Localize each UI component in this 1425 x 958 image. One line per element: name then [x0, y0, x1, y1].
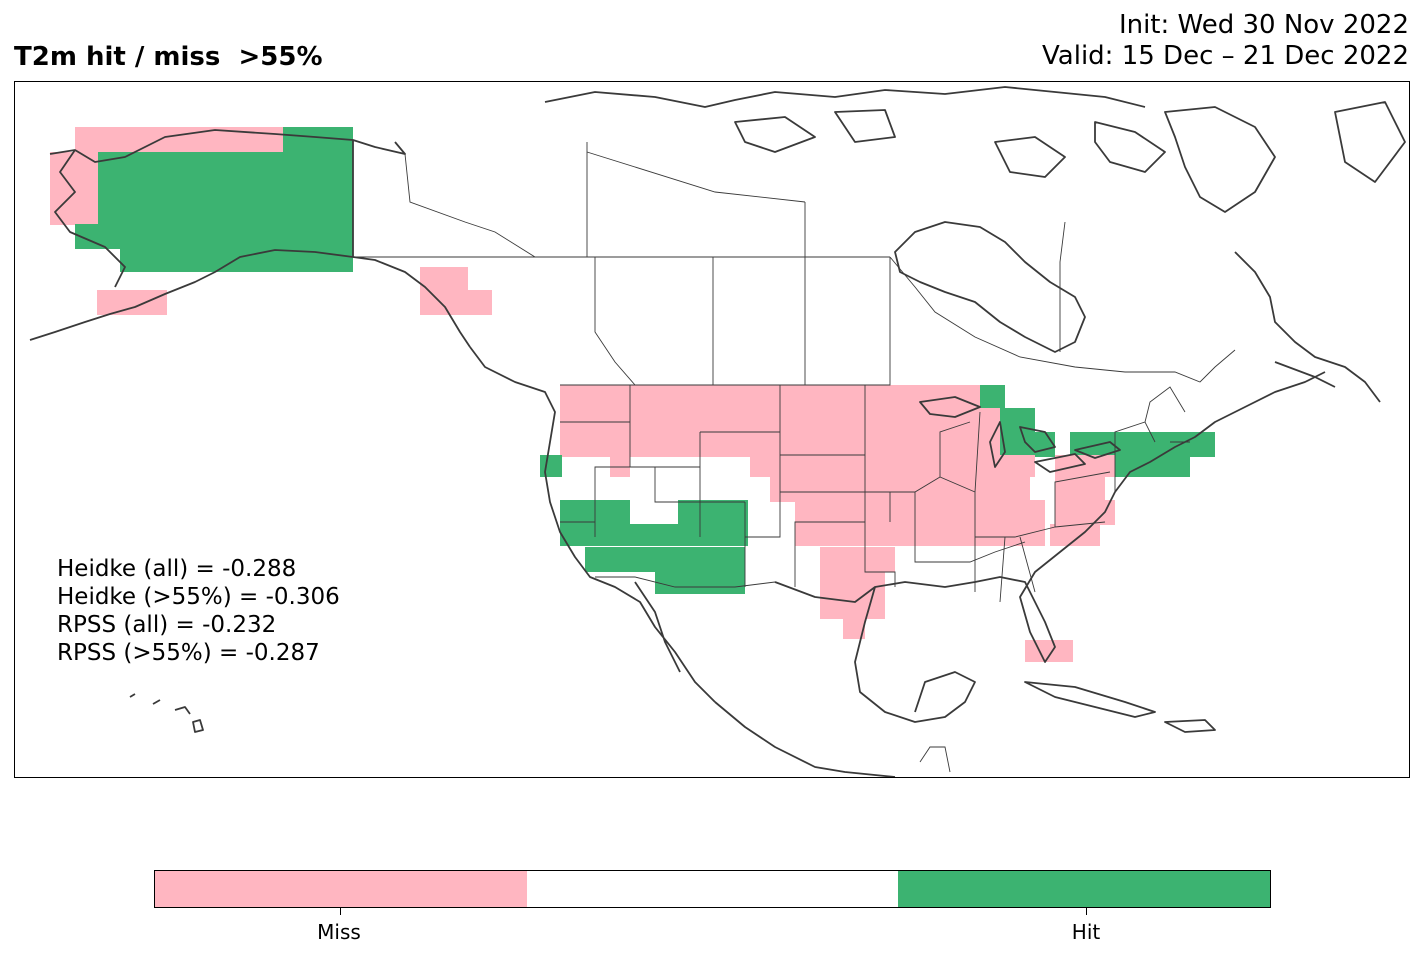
miss-cell — [750, 455, 905, 477]
hawaii-islands — [129, 693, 204, 733]
miss-cell — [1055, 500, 1115, 525]
miss-cell — [865, 432, 1000, 457]
score-rpss-all: RPSS (all) = -0.232 — [57, 612, 277, 638]
colorbar-label-hit: Hit — [1071, 920, 1101, 944]
cuba-island — [1024, 681, 1216, 733]
colorbar — [154, 870, 1271, 908]
miss-cell — [1005, 455, 1035, 477]
miss-cell — [970, 477, 1030, 502]
date-info: Init: Wed 30 Nov 2022 Valid: 15 Dec – 21… — [1042, 10, 1409, 72]
colorbar-hit-segment — [898, 871, 1271, 907]
labrador-coast — [1234, 251, 1381, 403]
east-coastline — [774, 371, 1326, 663]
miss-cell — [905, 455, 1005, 477]
map-panel — [14, 81, 1410, 778]
colorbar-miss-segment — [155, 871, 527, 907]
miss-cell — [820, 547, 895, 572]
hit-cell — [1070, 432, 1215, 457]
hit-cell — [98, 177, 353, 202]
miss-cell — [560, 385, 895, 410]
colorbar-tick-miss — [340, 908, 341, 915]
west-coastline — [469, 346, 716, 703]
hudson-bay — [894, 221, 1086, 353]
miss-cell — [50, 200, 98, 225]
miss-cell — [700, 432, 865, 457]
miss-cell — [420, 267, 468, 292]
score-heidke-55: Heidke (>55%) = -0.306 — [57, 584, 340, 610]
miss-cell — [895, 385, 980, 410]
map-title: T2m hit / miss >55% — [14, 42, 323, 72]
skill-scores: Heidke (all) = -0.288 Heidke (>55%) = -0… — [57, 555, 340, 667]
colorbar-tick-hit — [1086, 908, 1087, 915]
hit-cell — [540, 455, 562, 477]
state-lines — [560, 385, 1190, 603]
miss-cell — [75, 127, 283, 152]
miss-cell — [610, 455, 630, 477]
miss-cell — [97, 290, 167, 315]
score-rpss-55: RPSS (>55%) = -0.287 — [57, 640, 320, 666]
province-lines — [404, 142, 1066, 386]
map-canvas — [29, 86, 1406, 777]
colorbar-neutral-segment — [526, 871, 899, 907]
hit-cell — [655, 572, 745, 594]
borders — [353, 142, 1236, 773]
hit-cell — [585, 547, 660, 572]
miss-cell — [820, 594, 885, 619]
us-canada-border — [353, 256, 1236, 386]
miss-cell — [965, 500, 1045, 525]
miss-cell — [1055, 477, 1105, 502]
hit-cell — [678, 500, 748, 525]
miss-cell — [1055, 455, 1115, 477]
coastlines — [29, 86, 1406, 777]
miss-cell — [1025, 640, 1073, 662]
hit-cell — [98, 152, 353, 177]
miss-cell — [770, 477, 970, 502]
hit-cell — [1115, 455, 1190, 477]
hit-cell — [678, 524, 748, 546]
miss-cell — [820, 572, 885, 594]
valid-range: Valid: 15 Dec – 21 Dec 2022 — [1042, 41, 1409, 71]
hit-cell — [75, 224, 353, 249]
arctic-islands — [544, 86, 1406, 213]
miss-cell — [50, 152, 98, 177]
alaska-coastline — [29, 129, 471, 348]
hit-cell — [98, 200, 353, 225]
mexico-coastline — [714, 586, 976, 777]
miss-cell — [843, 617, 865, 639]
hit-cell — [560, 524, 690, 546]
colorbar-label-miss: Miss — [317, 920, 361, 944]
miss-cell — [1050, 524, 1100, 546]
hit-cell — [980, 385, 1005, 410]
mexico-border — [595, 576, 951, 773]
miss-cell — [795, 524, 895, 546]
init-date: Init: Wed 30 Nov 2022 — [1118, 10, 1409, 40]
great-lakes — [919, 396, 1121, 473]
grid-cells — [50, 127, 1215, 662]
miss-cell — [795, 500, 965, 525]
miss-cell — [895, 524, 1045, 546]
score-heidke-all: Heidke (all) = -0.288 — [57, 556, 297, 582]
hit-cell — [655, 547, 745, 572]
